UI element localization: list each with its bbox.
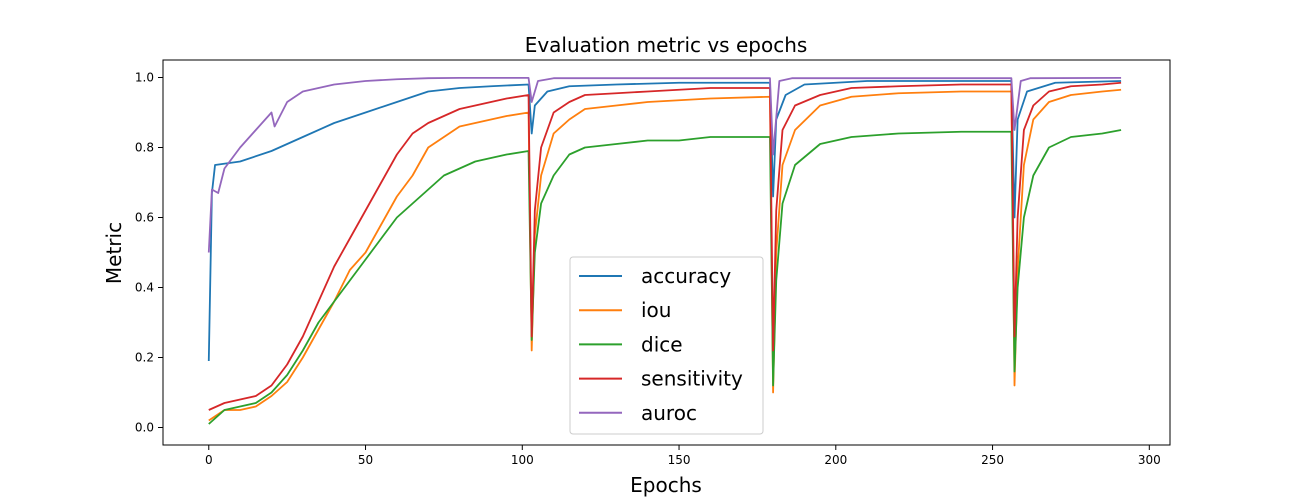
x-tick-label: 200 — [824, 453, 847, 467]
x-tick-label: 50 — [358, 453, 373, 467]
legend-label-iou: iou — [641, 298, 671, 322]
y-tick-label: 0.4 — [135, 281, 154, 295]
y-tick-label: 1.0 — [135, 71, 154, 85]
chart-title: Evaluation metric vs epochs — [525, 33, 808, 57]
y-tick-label: 0.8 — [135, 141, 154, 155]
x-tick-label: 300 — [1138, 453, 1161, 467]
x-axis: 0 50 100 150 200 250 300 — [205, 445, 1161, 467]
axes-frame — [162, 59, 1171, 446]
x-axis-label: Epochs — [630, 473, 702, 497]
legend-label-dice: dice — [641, 332, 683, 356]
series-layer — [207, 76, 1122, 425]
x-tick-label: 150 — [668, 453, 691, 467]
legend-label-auroc: auroc — [641, 401, 697, 425]
y-axis-label: Metric — [102, 222, 126, 284]
x-tick-label: 100 — [511, 453, 534, 467]
legend-box — [569, 256, 764, 435]
x-tick-label: 250 — [981, 453, 1004, 467]
y-tick-label: 0.0 — [135, 421, 154, 435]
legend-label-accuracy: accuracy — [641, 264, 731, 288]
series-line-auroc — [207, 76, 1122, 253]
series-line-accuracy — [207, 80, 1122, 362]
y-axis: 0.0 0.2 0.4 0.6 0.8 1.0 — [135, 71, 163, 435]
y-tick-label: 0.2 — [135, 351, 154, 365]
plot-area — [162, 59, 1171, 446]
legend: accuracy iou dice sensitivity auroc — [569, 256, 764, 435]
legend-label-sensitivity: sensitivity — [641, 367, 743, 391]
x-tick-label: 0 — [205, 453, 213, 467]
y-tick-label: 0.6 — [135, 211, 154, 225]
